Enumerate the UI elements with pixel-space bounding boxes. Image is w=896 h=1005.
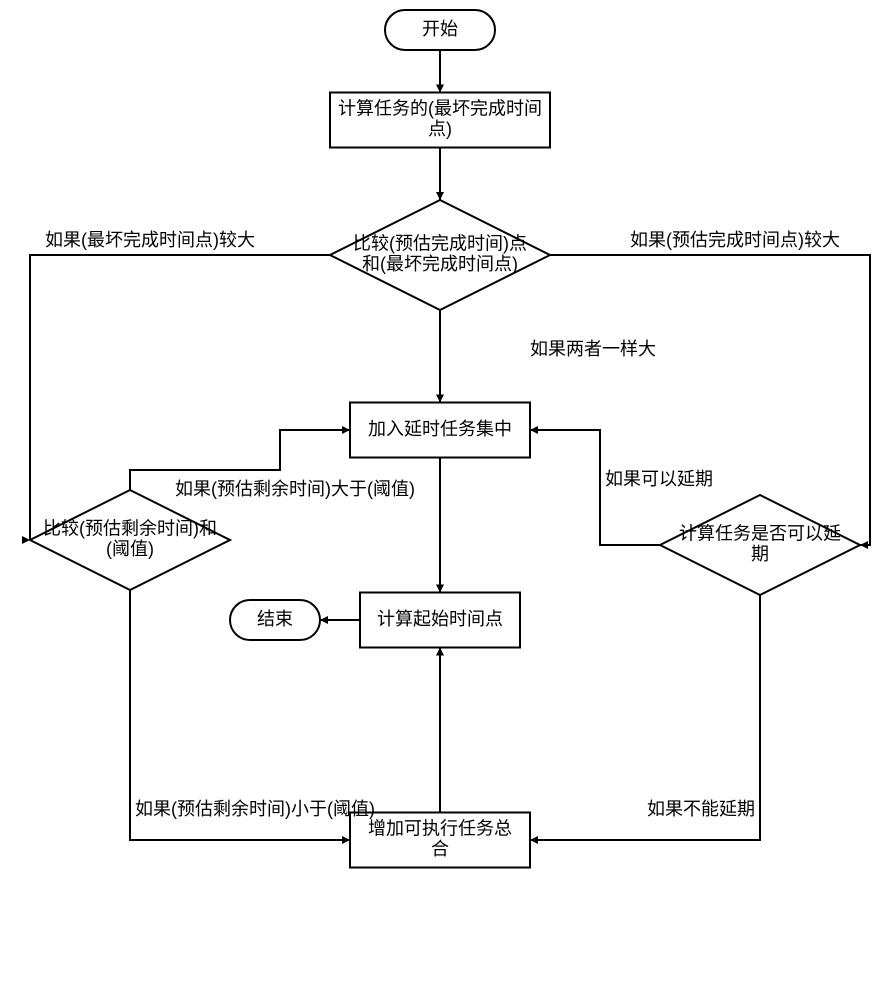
svg-text:加入延时任务集中: 加入延时任务集中 [368, 419, 512, 439]
svg-text:计算起始时间点: 计算起始时间点 [377, 609, 503, 629]
svg-text:点): 点) [428, 119, 452, 139]
svg-text:如果两者一样大: 如果两者一样大 [530, 339, 656, 359]
svg-text:计算任务的(最坏完成时间: 计算任务的(最坏完成时间 [338, 98, 542, 118]
svg-text:开始: 开始 [422, 19, 458, 39]
svg-text:增加可执行任务总: 增加可执行任务总 [368, 818, 512, 838]
svg-text:合: 合 [431, 839, 449, 859]
svg-text:计算任务是否可以延: 计算任务是否可以延 [679, 523, 841, 543]
svg-text:比较(预估完成时间)点: 比较(预估完成时间)点 [353, 233, 527, 253]
svg-text:如果(最坏完成时间点)较大: 如果(最坏完成时间点)较大 [45, 230, 255, 250]
flowchart-canvas: 开始计算任务的(最坏完成时间点) 比较(预估完成时间)点和(最坏完成时间点) 加入延… [0, 0, 896, 1000]
svg-text:如果(预估剩余时间)大于(阈值): 如果(预估剩余时间)大于(阈值) [175, 479, 415, 499]
svg-text:如果(预估完成时间点)较大: 如果(预估完成时间点)较大 [630, 230, 840, 250]
svg-text:结束: 结束 [257, 609, 293, 629]
svg-text:和(最坏完成时间点): 和(最坏完成时间点) [362, 254, 518, 274]
svg-text:比较(预估剩余时间)和: 比较(预估剩余时间)和 [43, 518, 217, 538]
svg-text:(阈值): (阈值) [106, 539, 154, 559]
svg-text:如果可以延期: 如果可以延期 [605, 469, 713, 489]
svg-text:如果不能延期: 如果不能延期 [647, 799, 755, 819]
svg-text:如果(预估剩余时间)小于(阈值): 如果(预估剩余时间)小于(阈值) [135, 799, 375, 819]
svg-text:期: 期 [751, 544, 769, 564]
